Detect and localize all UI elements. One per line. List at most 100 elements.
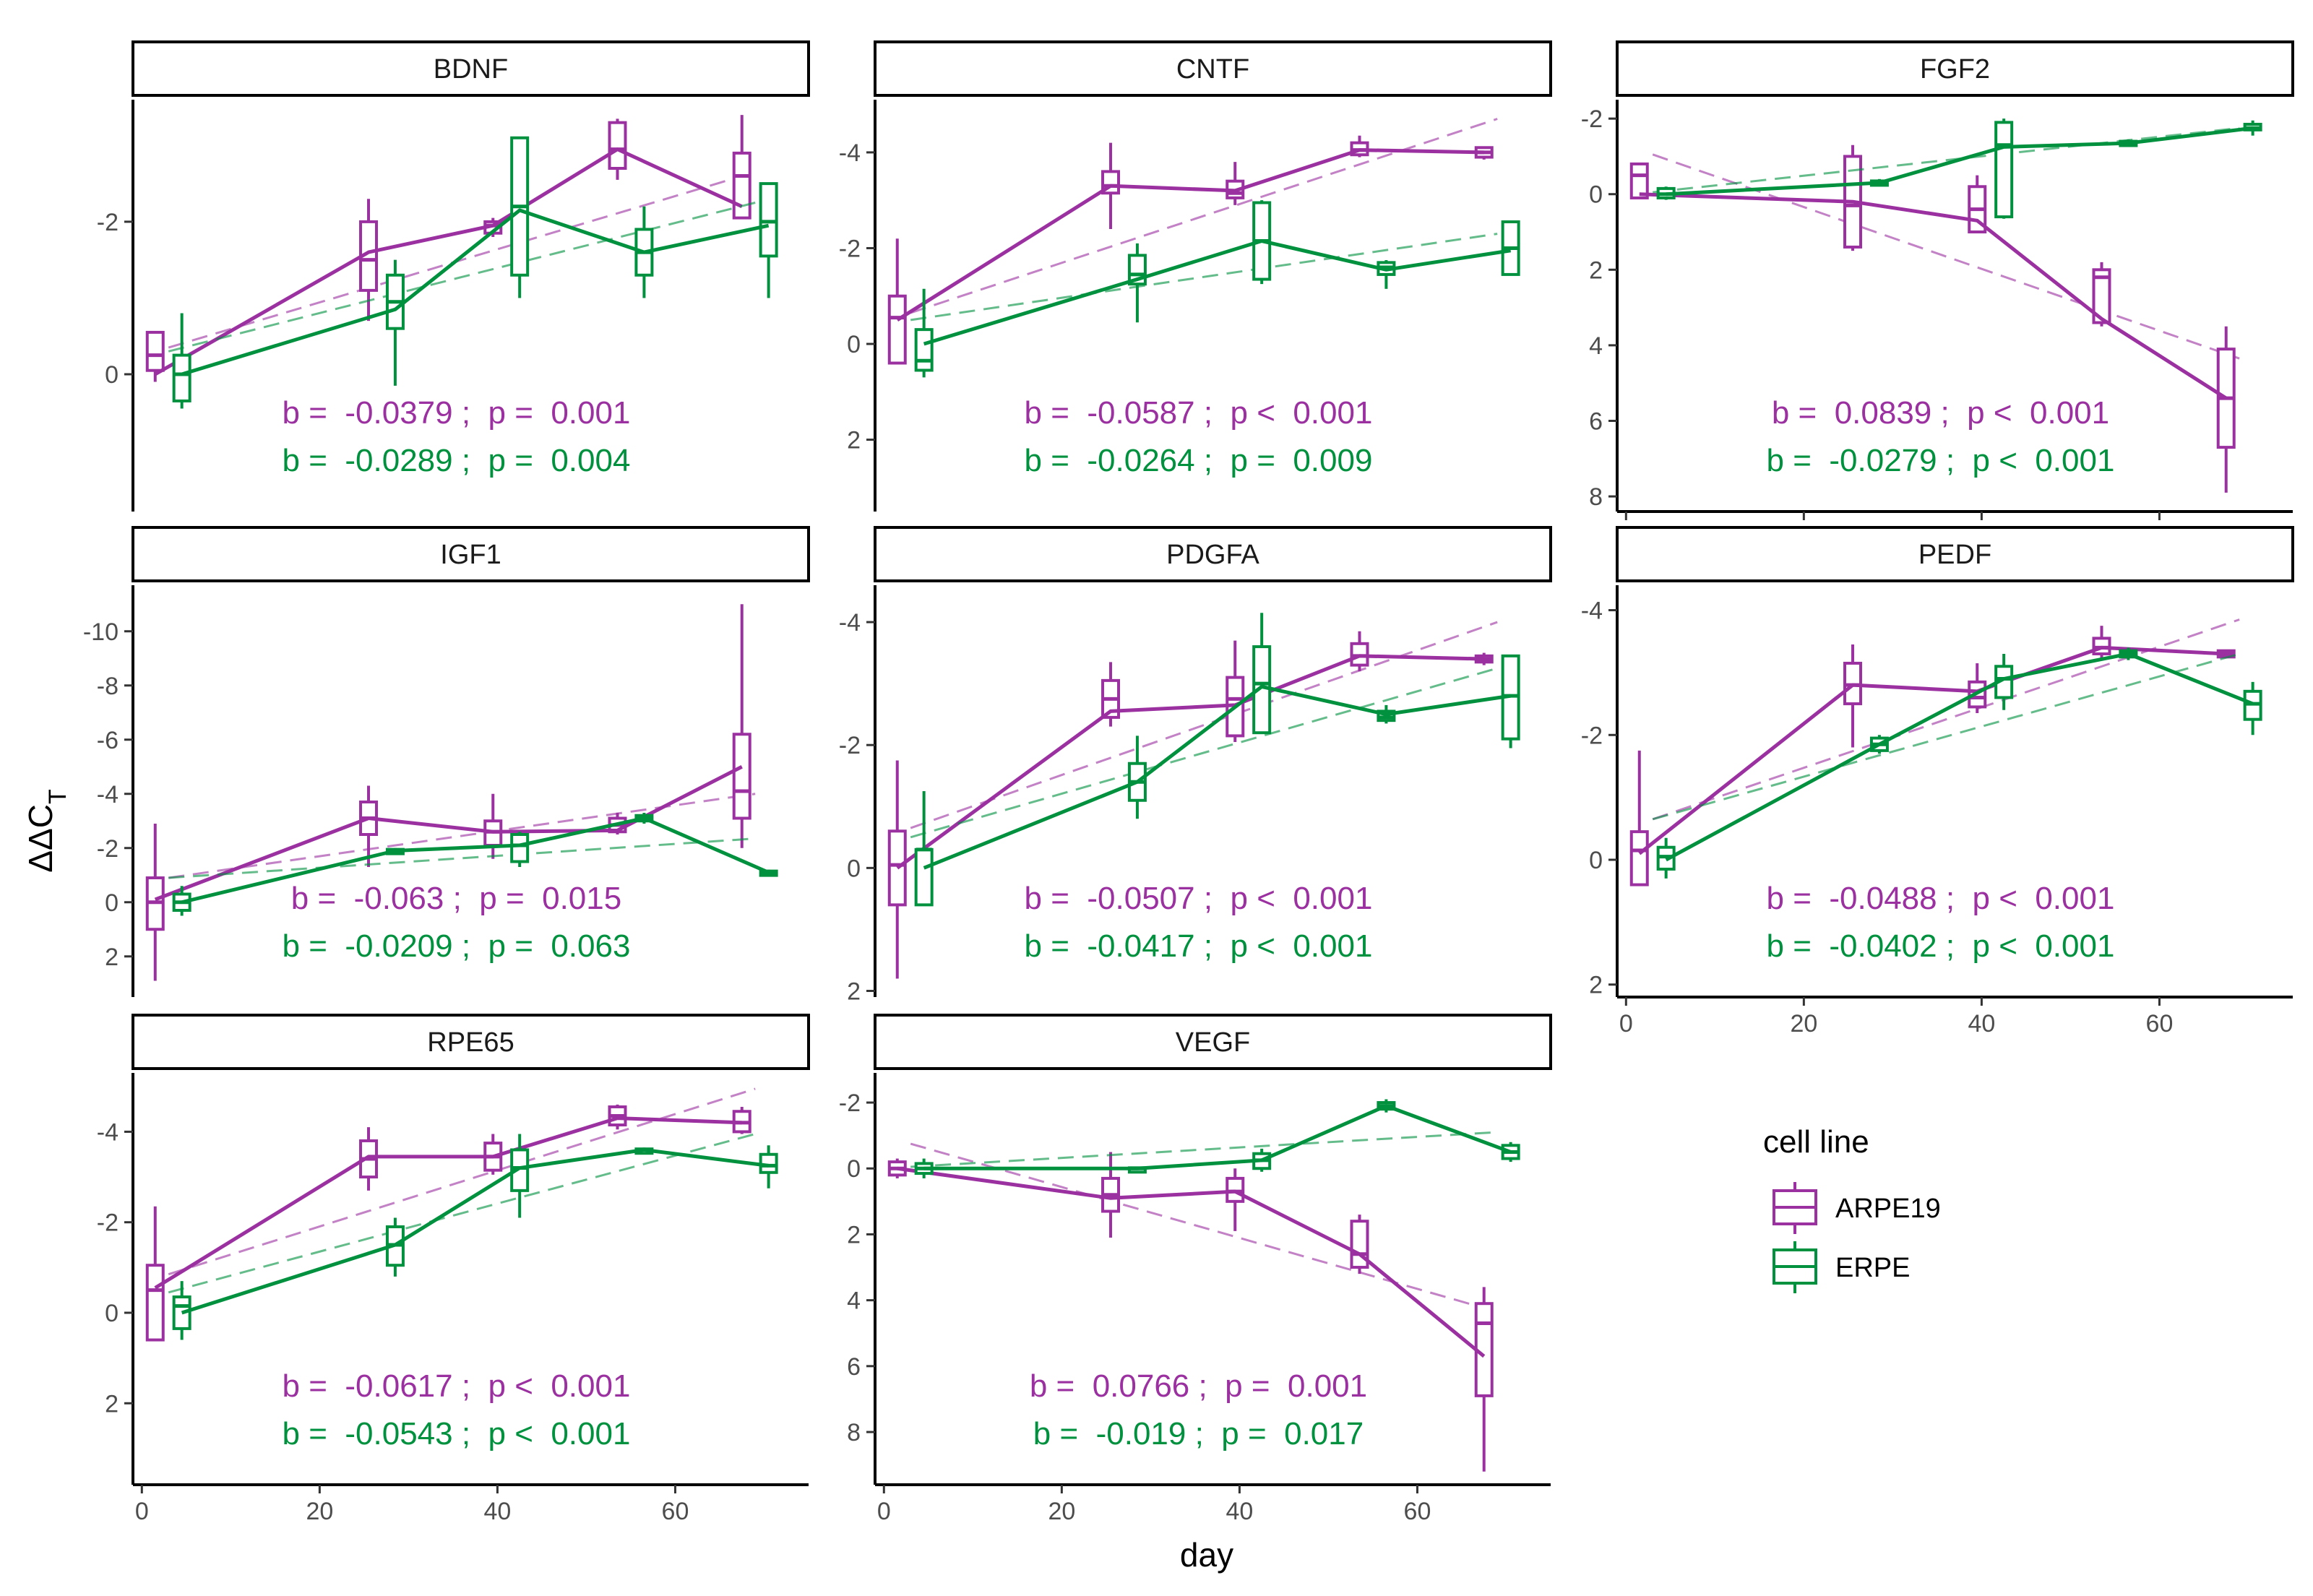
boxplot-arpe19 (1350, 1215, 1369, 1274)
stat-label-arpe19: b = -0.0379 ; p = 0.001 (283, 395, 631, 431)
boxplot-erpe (759, 182, 778, 298)
boxplot-erpe (172, 313, 191, 409)
facet-strip-vegf (874, 1014, 1552, 1070)
mean-line-erpe (923, 239, 1512, 346)
series-erpe: b = -0.0417 ; p < 0.001 (910, 613, 1520, 964)
mean-line-erpe (923, 1104, 1512, 1170)
y-tick-label: -2 (1581, 722, 1603, 749)
trend-line-arpe19 (910, 118, 1498, 314)
boxplot-arpe19 (1226, 640, 1245, 742)
boxplot-arpe19 (608, 118, 627, 180)
series-erpe: b = -0.0264 ; p = 0.009 (910, 200, 1520, 478)
trend-line-erpe (168, 202, 756, 353)
stat-label-erpe: b = -0.0543 ; p < 0.001 (283, 1416, 631, 1452)
mean-line-arpe19 (154, 765, 743, 902)
legend-item-arpe19: ARPE19 (1773, 1182, 1941, 1234)
y-tick-label: 0 (1589, 181, 1603, 209)
x-tick-label: 0 (135, 1498, 149, 1525)
legend-label-erpe: ERPE (1835, 1253, 1910, 1283)
boxplot-erpe (1656, 837, 1676, 879)
mean-line-arpe19 (154, 147, 743, 376)
stat-label-arpe19: b = -0.0488 ; p < 0.001 (1767, 881, 2115, 916)
series-arpe19: b = 0.0839 ; p < 0.001 (1629, 144, 2240, 493)
facet-igf1: IGF1 -10 -8 -6 -4 -2 0 2 b = -0.063 ; p = 0.015 b… (83, 526, 810, 997)
trend-line-erpe (910, 667, 1498, 839)
facet-vegf: VEGF -2 0 2 4 6 8 0 20 40 60 b = 0.0766 ; p = 0.001… (839, 1014, 1552, 1525)
trend-line-erpe (1653, 126, 2240, 194)
y-tick-label: 0 (105, 361, 119, 389)
stat-label-arpe19: b = 0.0766 ; p = 0.001 (1030, 1368, 1367, 1404)
y-tick-label: 0 (847, 855, 861, 882)
x-tick-label: 60 (1404, 1498, 1431, 1525)
y-tick-label: 2 (1589, 972, 1603, 999)
boxplot-arpe19 (483, 793, 503, 859)
box-body (608, 121, 627, 171)
boxplot-arpe19 (2092, 626, 2111, 660)
y-tick-label: -2 (97, 835, 119, 863)
x-tick-label: 0 (1619, 1010, 1633, 1038)
series-erpe: b = -0.019 ; p = 0.017 (910, 1099, 1520, 1452)
boxplot-erpe (1252, 613, 1272, 735)
boxplot-arpe19 (1101, 1152, 1121, 1238)
y-tick-label: -4 (97, 1118, 119, 1146)
boxplot-arpe19 (887, 238, 907, 365)
y-axis-title-subscript: T (44, 789, 72, 804)
x-tick-label: 20 (1790, 1010, 1817, 1038)
mean-line-arpe19 (154, 1116, 742, 1290)
trend-line-arpe19 (910, 1142, 1498, 1314)
stat-label-erpe: b = -0.0264 ; p = 0.009 (1025, 443, 1373, 478)
stat-label-erpe: b = -0.0209 ; p = 0.063 (283, 928, 631, 964)
y-tick-label: -2 (97, 1209, 119, 1237)
facet-title-pdgfa: PDGFA (1166, 540, 1259, 570)
mean-line-arpe19 (896, 654, 1484, 870)
facet-strip-igf1 (132, 526, 810, 582)
box-body (510, 1148, 530, 1192)
mean-line-erpe (923, 684, 1512, 870)
mean-line-erpe (181, 208, 770, 376)
stat-label-erpe: b = -0.0289 ; p = 0.004 (283, 443, 631, 478)
box-body (759, 182, 778, 258)
x-tick-label: 20 (1048, 1498, 1075, 1525)
trend-line-arpe19 (1652, 153, 2240, 360)
series-arpe19: b = -0.0488 ; p < 0.001 (1629, 618, 2240, 916)
facet-strip-pedf (1616, 526, 2294, 582)
boxplot-erpe (510, 832, 530, 867)
mean-line-arpe19 (1639, 192, 2228, 400)
stat-label-arpe19: b = -0.0617 ; p < 0.001 (283, 1368, 631, 1404)
boxplot-erpe (1501, 220, 1520, 276)
series-arpe19: b = -0.0617 ; p < 0.001 (145, 1087, 756, 1404)
x-tick-label: 60 (2146, 1010, 2174, 1038)
facet-strip-pdgfa (874, 526, 1552, 582)
y-tick-label: 6 (1589, 407, 1603, 435)
stat-label-arpe19: b = 0.0839 ; p < 0.001 (1772, 395, 2109, 431)
facet-title-cntf: CNTF (1176, 54, 1249, 85)
y-axis-title-main: ΔΔC (22, 804, 59, 873)
series-arpe19: b = -0.063 ; p = 0.015 (145, 604, 756, 981)
y-tick-label: -2 (839, 732, 861, 759)
legend-label-arpe19: ARPE19 (1835, 1194, 1941, 1224)
y-tick-label: 2 (847, 978, 861, 1005)
boxplot-erpe (1127, 243, 1147, 323)
facet-cntf: CNTF -4 -2 0 2 b = -0.0587 ; p < 0.001 b = -0.… (839, 40, 1552, 512)
boxplot-erpe (1501, 654, 1520, 749)
stat-label-arpe19: b = -0.0507 ; p < 0.001 (1025, 881, 1373, 916)
y-tick-label: -8 (97, 673, 119, 700)
boxplot-arpe19 (1350, 631, 1369, 672)
series-erpe: b = -0.0402 ; p < 0.001 (1652, 647, 2262, 964)
mean-line-erpe (1665, 652, 2254, 862)
facet-title-pedf: PEDF (1918, 540, 1991, 570)
x-axis-title: day (1180, 1536, 1233, 1574)
box-body (1994, 121, 2014, 219)
boxplot-arpe19 (1843, 644, 1863, 748)
x-tick-label: 20 (306, 1498, 333, 1525)
y-tick-label: 0 (105, 889, 119, 917)
mean-line-erpe (181, 1147, 769, 1315)
box-body (172, 353, 191, 402)
box-body (145, 330, 165, 372)
boxplot-erpe (385, 259, 405, 386)
boxplot-arpe19 (732, 115, 751, 220)
box-body (510, 833, 530, 863)
facet-strip-cntf (874, 40, 1552, 97)
